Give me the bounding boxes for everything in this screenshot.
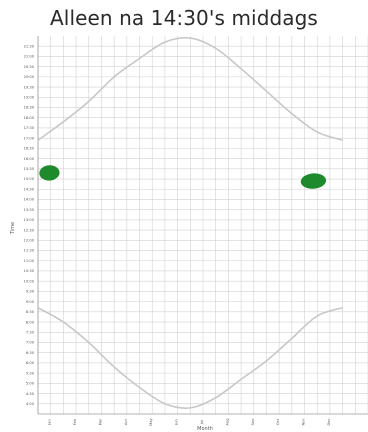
y-tick-label: 17:00	[24, 136, 35, 140]
curves	[37, 36, 343, 409]
y-tick-label: 9:30	[26, 290, 35, 294]
x-tick-label: Oct	[276, 418, 280, 425]
x-tick-label: Jun	[175, 419, 179, 426]
x-tick-label: Nov	[302, 418, 306, 426]
y-tick-label: 21:30	[24, 44, 35, 48]
y-tick-label: 19:30	[24, 85, 35, 89]
y-tick-label: 15:30	[24, 167, 35, 171]
y-tick-label: 7:00	[26, 341, 35, 345]
y-tick-label: 4:00	[26, 402, 35, 406]
x-tick-label: Sep	[251, 418, 255, 425]
y-tick-label: 12:00	[24, 239, 35, 243]
chart-title: Alleen na 14:30's middags	[50, 6, 318, 30]
y-tick-labels: 4:00 4:30 5:00 5:30 6:00 6:30 7:00 7:30 8:00 8:30…	[24, 44, 35, 406]
y-tick-label: 14:30	[24, 187, 35, 191]
x-tick-label: Jul	[200, 420, 204, 425]
y-tick-label: 11:00	[24, 259, 35, 263]
grid	[37, 36, 368, 415]
y-tick-label: 5:00	[26, 382, 35, 386]
y-tick-label: 20:00	[24, 75, 35, 79]
y-tick-label: 9:00	[26, 300, 35, 304]
y-tick-label: 6:30	[26, 351, 35, 355]
y-tick-label: 8:00	[26, 320, 35, 324]
highlight-blob-1	[39, 165, 60, 181]
sunrise-curve	[37, 306, 343, 409]
y-tick-label: 18:30	[24, 106, 35, 110]
y-tick-label: 14:00	[24, 198, 35, 202]
x-tick-label: Dec	[327, 419, 331, 426]
y-tick-label: 6:00	[26, 361, 35, 365]
y-tick-label: 15:00	[24, 177, 35, 181]
y-tick-label: 16:00	[24, 157, 35, 161]
y-tick-label: 11:30	[24, 249, 35, 253]
x-tick-label: Apr	[124, 418, 128, 425]
y-tick-label: 20:30	[24, 65, 35, 69]
highlight-blob-2	[300, 173, 327, 189]
y-tick-label: 13:30	[24, 208, 35, 212]
y-tick-label: 13:00	[24, 218, 35, 222]
x-tick-label: Aug	[225, 418, 229, 425]
y-tick-label: 17:30	[24, 126, 35, 130]
x-tick-labels: Jan Feb Mar Apr May Jun Jul Aug Sep Oct Nov Dec	[48, 417, 331, 425]
highlight-blobs	[39, 165, 327, 189]
y-tick-label: 21:00	[24, 55, 35, 59]
sunset-curve	[37, 36, 343, 141]
y-tick-label: 10:30	[24, 269, 35, 273]
y-tick-label: 12:30	[24, 228, 35, 232]
x-axis-label: Month	[197, 426, 213, 432]
y-tick-label: 18:00	[24, 116, 35, 120]
y-tick-label: 8:30	[26, 310, 35, 314]
x-tick-label: May	[149, 417, 153, 425]
x-tick-label: Jan	[48, 419, 52, 426]
y-tick-label: 7:30	[26, 330, 35, 334]
y-axis-label: Time	[10, 222, 16, 235]
x-tick-label: Feb	[73, 418, 77, 425]
y-tick-label: 19:00	[24, 95, 35, 99]
x-tick-label: Mar	[98, 418, 102, 425]
y-tick-label: 5:30	[26, 371, 35, 375]
y-tick-label: 16:30	[24, 147, 35, 151]
y-tick-label: 4:30	[26, 392, 35, 396]
y-tick-label: 10:00	[24, 279, 35, 283]
